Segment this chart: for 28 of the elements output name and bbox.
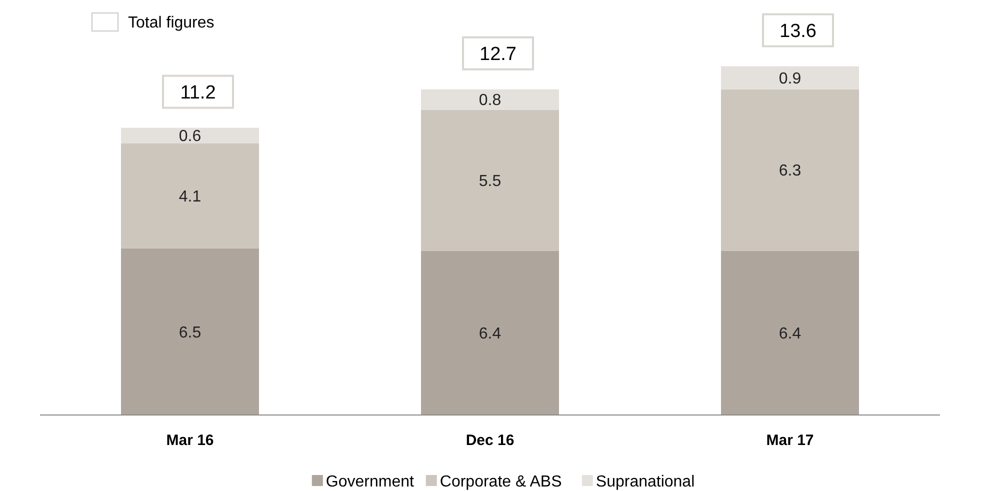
total-label: 12.7 (480, 44, 516, 65)
text: Total figures (128, 14, 214, 32)
bar (121, 128, 259, 144)
bar (721, 250, 859, 415)
data-label: 0.8 (478, 92, 502, 110)
data-label: 0.6 (178, 128, 202, 146)
total-label: 11.2 (180, 82, 216, 104)
data-label: 5.5 (478, 172, 502, 190)
x-tick-label: Mar 16 (166, 432, 214, 449)
data-label: 6.3 (778, 162, 802, 180)
bar (121, 248, 259, 415)
x-tick-label: Dec 16 (466, 432, 514, 449)
bar (421, 250, 559, 415)
data-label: 4.1 (178, 188, 202, 206)
bar (121, 143, 259, 248)
data-label: 0.9 (778, 70, 802, 88)
bar (721, 66, 859, 90)
data-label: 6.5 (178, 324, 202, 342)
legend-label: Corporate & ABS (440, 474, 562, 491)
data-label: 6.4 (478, 326, 502, 343)
bar (421, 110, 559, 251)
bar (721, 89, 859, 251)
bar (421, 89, 559, 110)
x-tick-label: Mar 17 (766, 432, 814, 449)
total-label: 13.6 (780, 20, 816, 42)
data-label: 6.4 (778, 326, 802, 343)
legend-label: Supranational (596, 474, 695, 491)
legend-label: Government (326, 474, 414, 491)
